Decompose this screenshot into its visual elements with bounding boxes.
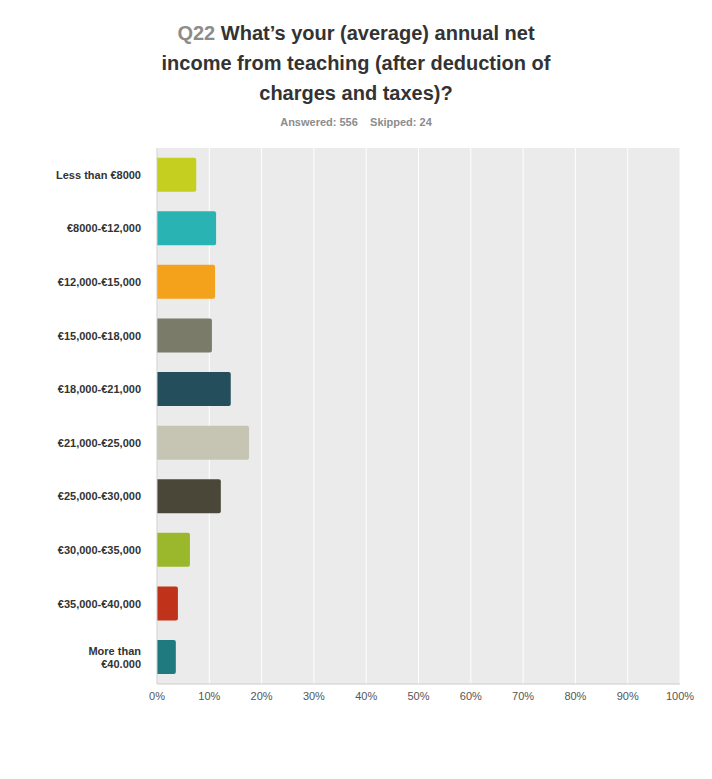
svg-text:30%: 30% (303, 690, 325, 702)
svg-text:€12,000-€15,000: €12,000-€15,000 (58, 276, 141, 288)
svg-text:More than€40.000: More than€40.000 (88, 645, 141, 670)
svg-text:€25,000-€30,000: €25,000-€30,000 (58, 490, 141, 502)
svg-text:100%: 100% (666, 690, 694, 702)
svg-text:40%: 40% (355, 690, 377, 702)
svg-text:€30,000-€35,000: €30,000-€35,000 (58, 544, 141, 556)
svg-text:60%: 60% (460, 690, 482, 702)
svg-text:€21,000-€25,000: €21,000-€25,000 (58, 437, 141, 449)
html-text:Q22 What’s your (average) annu: Q22 What’s your (average) annual net inc… (161, 22, 551, 104)
svg-text:0%: 0% (149, 690, 165, 702)
svg-text:Less than €8000: Less than €8000 (56, 169, 141, 181)
svg-text:€35,000-€40,000: €35,000-€40,000 (58, 598, 141, 610)
svg-text:€15,000-€18,000: €15,000-€18,000 (58, 330, 141, 342)
svg-text:80%: 80% (564, 690, 586, 702)
svg-text:20%: 20% (251, 690, 273, 702)
svg-text:€18,000-€21,000: €18,000-€21,000 (58, 383, 141, 395)
svg-text:50%: 50% (407, 690, 429, 702)
html-text:Answered: 556 Skipped: 24: Answered: 556 Skipped: 24 (280, 116, 432, 128)
svg-text:70%: 70% (512, 690, 534, 702)
svg-text:10%: 10% (198, 690, 220, 702)
svg-text:€8000-€12,000: €8000-€12,000 (67, 222, 141, 234)
svg-text:90%: 90% (617, 690, 639, 702)
